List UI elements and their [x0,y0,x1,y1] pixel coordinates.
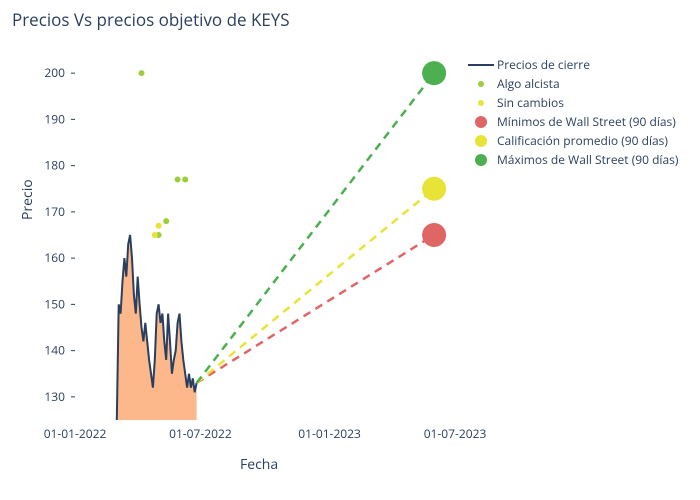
legend-marker [465,75,497,93]
legend-marker [465,132,497,150]
y-axis-label: Precio [18,179,37,220]
target-max-marker [422,61,446,85]
legend-item[interactable]: Calificación promedio (90 días) [465,131,678,150]
algo-alcista-point [182,177,188,183]
target-avg-line [197,189,435,383]
svg-text:01-07-2022: 01-07-2022 [169,425,232,442]
legend-label: Mínimos de Wall Street (90 días) [497,113,676,130]
legend-label: Calificación promedio (90 días) [497,132,668,149]
x-axis-label: Fecha [240,455,278,474]
legend-item[interactable]: Precios de cierre [465,55,678,74]
svg-text:01-07-2023: 01-07-2023 [424,425,487,442]
algo-alcista-point [163,218,169,224]
legend-marker [465,151,497,169]
svg-text:150: 150 [44,295,65,312]
svg-text:180: 180 [44,157,65,174]
legend-item[interactable]: Sin cambios [465,93,678,112]
legend-item[interactable]: Máximos de Wall Street (90 días) [465,150,678,169]
legend-marker [465,59,497,71]
legend-label: Precios de cierre [497,56,590,73]
plot-area: 13014015016017018019020001-01-202201-07-… [75,50,455,420]
target-min-marker [422,223,446,247]
legend-item[interactable]: Algo alcista [465,74,678,93]
algo-alcista-point [139,70,145,76]
svg-text:140: 140 [44,342,65,359]
algo-alcista-point [175,177,181,183]
svg-text:160: 160 [44,249,65,266]
target-min-line [197,235,435,383]
sin-cambios-point [156,223,162,229]
target-max-line [197,73,435,383]
svg-text:130: 130 [44,388,65,405]
legend-label: Sin cambios [497,94,564,111]
legend-marker [465,113,497,131]
legend-label: Algo alcista [497,75,560,92]
svg-text:200: 200 [44,64,65,81]
svg-text:170: 170 [44,203,65,220]
legend-item[interactable]: Mínimos de Wall Street (90 días) [465,112,678,131]
legend-marker [465,94,497,112]
sin-cambios-point [152,232,158,238]
svg-text:01-01-2023: 01-01-2023 [298,425,361,442]
chart-title: Precios Vs precios objetivo de KEYS [12,8,290,31]
chart-container: Precios Vs precios objetivo de KEYS Prec… [0,0,700,500]
svg-text:01-01-2022: 01-01-2022 [44,425,107,442]
target-avg-marker [422,177,446,201]
svg-text:190: 190 [44,110,65,127]
legend: Precios de cierre Algo alcista Sin cambios… [465,55,678,169]
legend-label: Máximos de Wall Street (90 días) [497,151,678,168]
